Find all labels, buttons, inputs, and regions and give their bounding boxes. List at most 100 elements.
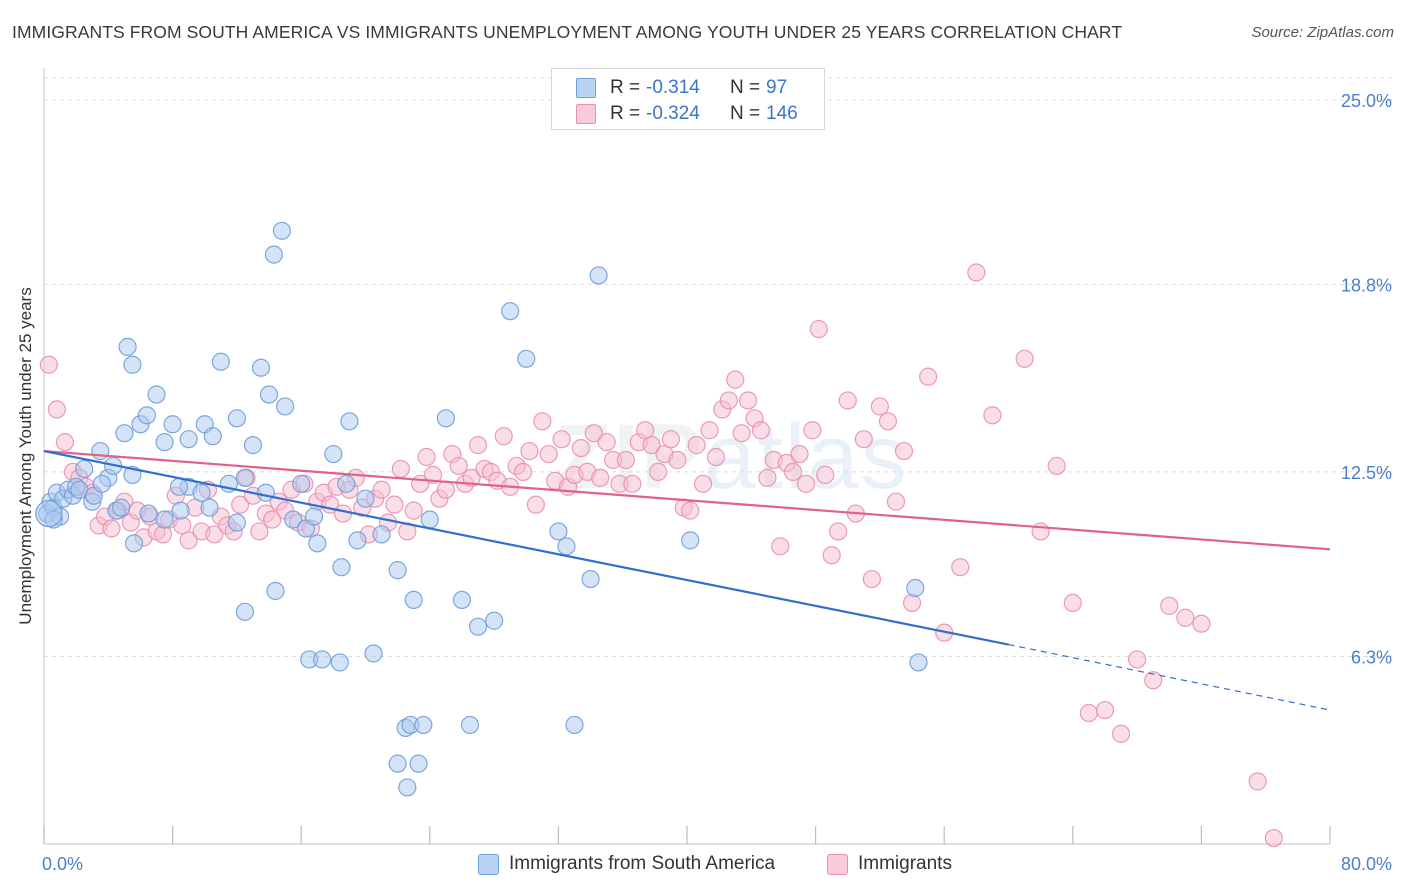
data-point-south-america <box>200 498 219 517</box>
data-point-immigrants <box>520 441 539 461</box>
data-point-immigrants <box>816 465 835 484</box>
data-point-immigrants <box>1047 456 1066 476</box>
data-point-immigrants <box>1127 650 1147 669</box>
data-point-immigrants <box>623 474 642 493</box>
data-point-immigrants <box>597 433 616 452</box>
data-point-south-america <box>909 653 928 672</box>
data-point-south-america <box>330 653 349 672</box>
legend-n-value: 146 <box>766 103 798 124</box>
data-point-south-america <box>681 531 700 550</box>
tick-labels: 6.3% 12.5% 18.8% 25.0% 0.0% 80.0% <box>42 91 1392 874</box>
data-point-immigrants <box>951 558 970 577</box>
data-point-south-america <box>398 778 417 797</box>
data-point-immigrants <box>385 495 404 514</box>
legend-r-value: -0.324 <box>646 103 700 124</box>
data-point-immigrants <box>263 510 282 529</box>
data-point-immigrants <box>870 397 890 416</box>
data-point-immigrants <box>250 522 269 541</box>
data-point-south-america <box>452 590 472 610</box>
correlation-legend: R = -0.314 N = 97 R = -0.324 N = 146 <box>551 68 825 130</box>
data-point-south-america <box>284 510 303 529</box>
data-point-south-america <box>211 352 230 371</box>
data-point-immigrants <box>668 450 687 470</box>
legend-n-value: 97 <box>766 77 788 98</box>
data-point-immigrants <box>526 495 545 514</box>
data-point-south-america <box>565 715 584 735</box>
x-tick-label: 0.0% <box>42 854 83 874</box>
data-point-south-america <box>420 510 439 529</box>
data-point-south-america <box>179 430 198 449</box>
data-point-south-america <box>155 433 174 452</box>
data-point-south-america <box>276 397 295 416</box>
data-point-immigrants <box>854 430 873 449</box>
data-point-south-america <box>304 507 324 526</box>
data-point-south-america <box>227 513 246 532</box>
data-point-immigrants <box>533 412 552 431</box>
data-point-south-america <box>118 337 137 356</box>
data-point-immigrants <box>205 525 224 544</box>
data-point-south-america <box>348 531 367 550</box>
data-point-south-america <box>243 436 263 455</box>
data-point-south-america <box>112 498 131 517</box>
data-point-immigrants <box>462 468 481 487</box>
data-point-south-america <box>115 424 134 443</box>
series-swatch-blue <box>478 854 499 875</box>
series-name: Immigrants <box>858 853 952 874</box>
data-point-south-america <box>501 302 520 321</box>
data-point-south-america <box>256 483 275 502</box>
data-point-immigrants <box>494 427 513 446</box>
trend-lines <box>43 449 1331 711</box>
data-point-immigrants <box>552 430 571 449</box>
data-point-south-america <box>409 754 428 773</box>
data-point-immigrants <box>983 406 1002 425</box>
data-point-south-america <box>259 385 279 404</box>
data-point-immigrants <box>372 480 391 499</box>
data-point-immigrants <box>878 412 898 431</box>
legend-swatch-blue <box>576 78 596 98</box>
data-point-south-america <box>312 650 332 669</box>
data-point-south-america <box>906 578 925 598</box>
data-point-immigrants <box>391 459 410 479</box>
data-point-south-america <box>91 441 110 461</box>
trend-line-immigrants <box>43 449 1331 551</box>
data-point-south-america <box>264 245 283 264</box>
data-point-immigrants <box>102 519 121 538</box>
data-point-immigrants <box>738 391 758 410</box>
data-point-south-america <box>549 522 568 541</box>
data-point-immigrants <box>417 447 436 467</box>
source-label: Source: ZipAtlas.com <box>1251 24 1394 41</box>
data-point-immigrants <box>1160 596 1179 615</box>
data-point-south-america <box>388 754 407 773</box>
data-point-south-america <box>557 537 576 556</box>
data-point-immigrants <box>719 391 738 410</box>
data-point-immigrants <box>687 436 706 455</box>
data-point-immigrants <box>648 462 668 482</box>
data-point-south-america <box>485 611 504 630</box>
data-point-immigrants <box>1095 700 1115 720</box>
data-point-immigrants <box>726 370 745 389</box>
data-point-immigrants <box>1176 608 1195 627</box>
data-point-immigrants <box>862 569 881 589</box>
chart-title: IMMIGRANTS FROM SOUTH AMERICA VS IMMIGRA… <box>12 22 1123 42</box>
data-point-immigrants <box>1264 828 1283 848</box>
legend-r-label: R = <box>610 77 641 98</box>
data-point-immigrants <box>771 537 790 556</box>
data-point-south-america <box>171 501 190 520</box>
data-point-south-america <box>203 427 222 446</box>
points-immigrants <box>39 263 1283 848</box>
data-point-south-america <box>292 474 311 493</box>
data-point-immigrants <box>404 501 423 520</box>
data-point-immigrants <box>1063 593 1082 612</box>
x-tick-label: 80.0% <box>1341 854 1392 874</box>
data-point-south-america <box>372 525 391 544</box>
data-point-immigrants <box>796 474 816 493</box>
data-point-immigrants <box>732 424 751 443</box>
legend-r-value: -0.314 <box>646 77 700 98</box>
data-point-immigrants <box>706 447 726 467</box>
data-point-immigrants <box>902 593 922 612</box>
data-point-south-america <box>227 409 246 428</box>
data-point-immigrants <box>571 438 591 458</box>
data-point-south-america <box>388 561 407 580</box>
data-point-south-america <box>589 266 608 285</box>
data-point-immigrants <box>642 436 661 455</box>
